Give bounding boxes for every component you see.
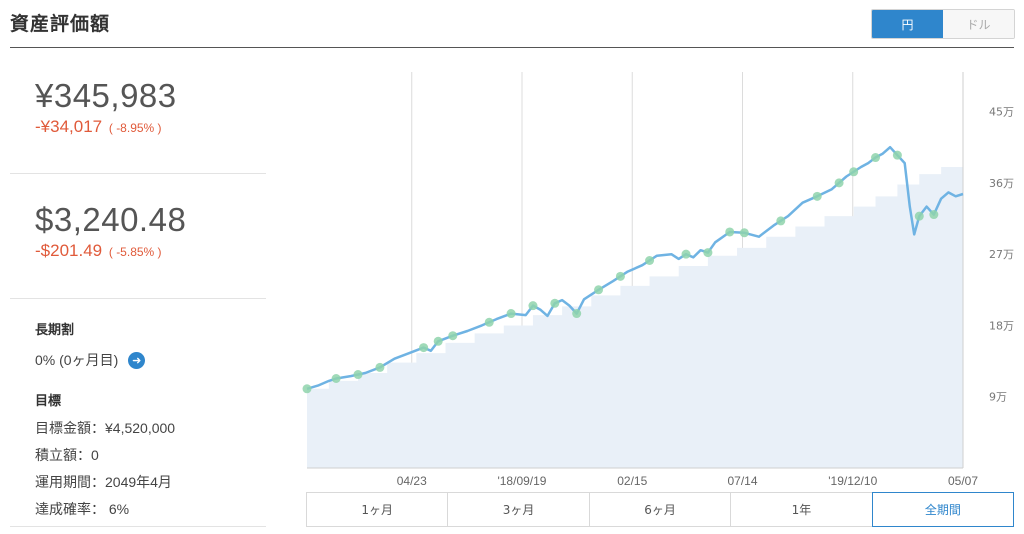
range-tab-6m[interactable]: 6ヶ月 [589,493,732,526]
y-tick-label: 9万 [989,391,1007,404]
range-tab-all[interactable]: 全期間 [871,492,1015,527]
currency-toggle: 円 ドル [871,9,1015,39]
goal-section: 長期割 0% (0ヶ月目) ➜ 目標 目標金額：¥4,520,000 積立額：0… [10,299,266,519]
goal-period: 運用期間：2049年4月 [35,474,172,490]
deposit-marker [331,374,341,384]
deposit-marker [353,370,363,380]
x-tick-label: 04/23 [397,474,427,488]
summary-panel: ¥345,983 -¥34,017 ( -8.95% ) $3,240.48 -… [10,60,266,519]
deposit-marker [703,248,713,258]
y-tick-label: 18万 [989,319,1014,332]
goal-label: 目標 [35,394,62,409]
deposit-marker [528,301,538,311]
deposit-marker [433,336,443,346]
x-tick-label: 05/07 [948,474,978,488]
range-tab-1y[interactable]: 1年 [731,493,873,526]
usd-change-percent: ( -5.85% ) [108,245,162,259]
deposit-marker [572,309,582,319]
deposit-marker [550,298,560,308]
usd-change: -$201.49 ( -5.85% ) [35,241,266,261]
deposit-marker [506,309,516,319]
deposit-marker [871,153,881,163]
y-tick-label: 36万 [989,177,1014,190]
currency-yen-button[interactable]: 円 [872,10,943,38]
long-term-value: 0% (0ヶ月目) [35,352,119,368]
range-tab-1m[interactable]: 1ヶ月 [307,493,449,526]
page-title: 資産評価額 [10,13,111,35]
usd-amount: $3,240.48 [35,201,187,238]
usd-summary: $3,240.48 -$201.49 ( -5.85% ) [10,174,266,299]
deposit-marker [849,167,859,177]
deposit-marker [812,191,822,201]
long-term-row: 0% (0ヶ月目) ➜ [35,350,266,370]
deposit-marker [892,150,902,160]
y-tick-label: 45万 [989,106,1014,119]
deposit-marker [914,211,924,221]
deposit-marker [302,384,312,394]
usd-change-value: -$201.49 [35,241,103,260]
currency-dollar-button[interactable]: ドル [943,10,1014,38]
valuation-chart: 9万 18万 27万 36万 45万 04/23 '18/09/19 02/15 07/14 '1… [300,60,1024,490]
goal-contribution: 積立額：0 [35,447,99,463]
range-tab-3m[interactable]: 3ヶ月 [448,493,590,526]
deposit-marker [375,362,385,372]
x-tick-label: '18/09/19 [497,474,546,488]
valuation-chart-svg: 9万 18万 27万 36万 45万 04/23 '18/09/19 02/15 07/14 '1… [302,72,1014,488]
x-tick-label: 02/15 [617,474,647,488]
deposit-marker [834,178,844,188]
jpy-summary: ¥345,983 -¥34,017 ( -8.95% ) [10,60,266,174]
deposit-marker [594,285,604,295]
deposit-marker [776,216,786,226]
summary-bottom-divider [10,526,266,527]
jpy-change: -¥34,017 ( -8.95% ) [35,117,266,137]
deposit-marker [681,249,691,259]
deposit-marker [484,317,494,327]
jpy-change-value: -¥34,017 [35,117,103,136]
principal-area [307,167,963,468]
deposit-marker [448,331,458,341]
goal-probability: 達成確率： 6% [35,501,130,517]
deposit-marker [645,255,655,265]
x-tick-label: 07/14 [727,474,757,488]
deposit-marker [739,228,749,238]
deposit-marker [725,227,735,237]
arrow-right-icon[interactable]: ➜ [128,351,146,369]
deposit-marker [929,210,939,220]
y-tick-label: 27万 [989,248,1014,261]
long-term-label: 長期割 [35,323,75,338]
goal-target-amount: 目標金額：¥4,520,000 [35,420,176,436]
x-tick-label: '19/12/10 [828,474,877,488]
jpy-amount: ¥345,983 [35,77,177,114]
deposit-marker [419,343,429,353]
deposit-marker [615,271,625,281]
title-divider [10,47,1014,48]
range-tabs: 1ヶ月 3ヶ月 6ヶ月 1年 全期間 [306,492,1015,527]
jpy-change-percent: ( -8.95% ) [108,121,162,135]
